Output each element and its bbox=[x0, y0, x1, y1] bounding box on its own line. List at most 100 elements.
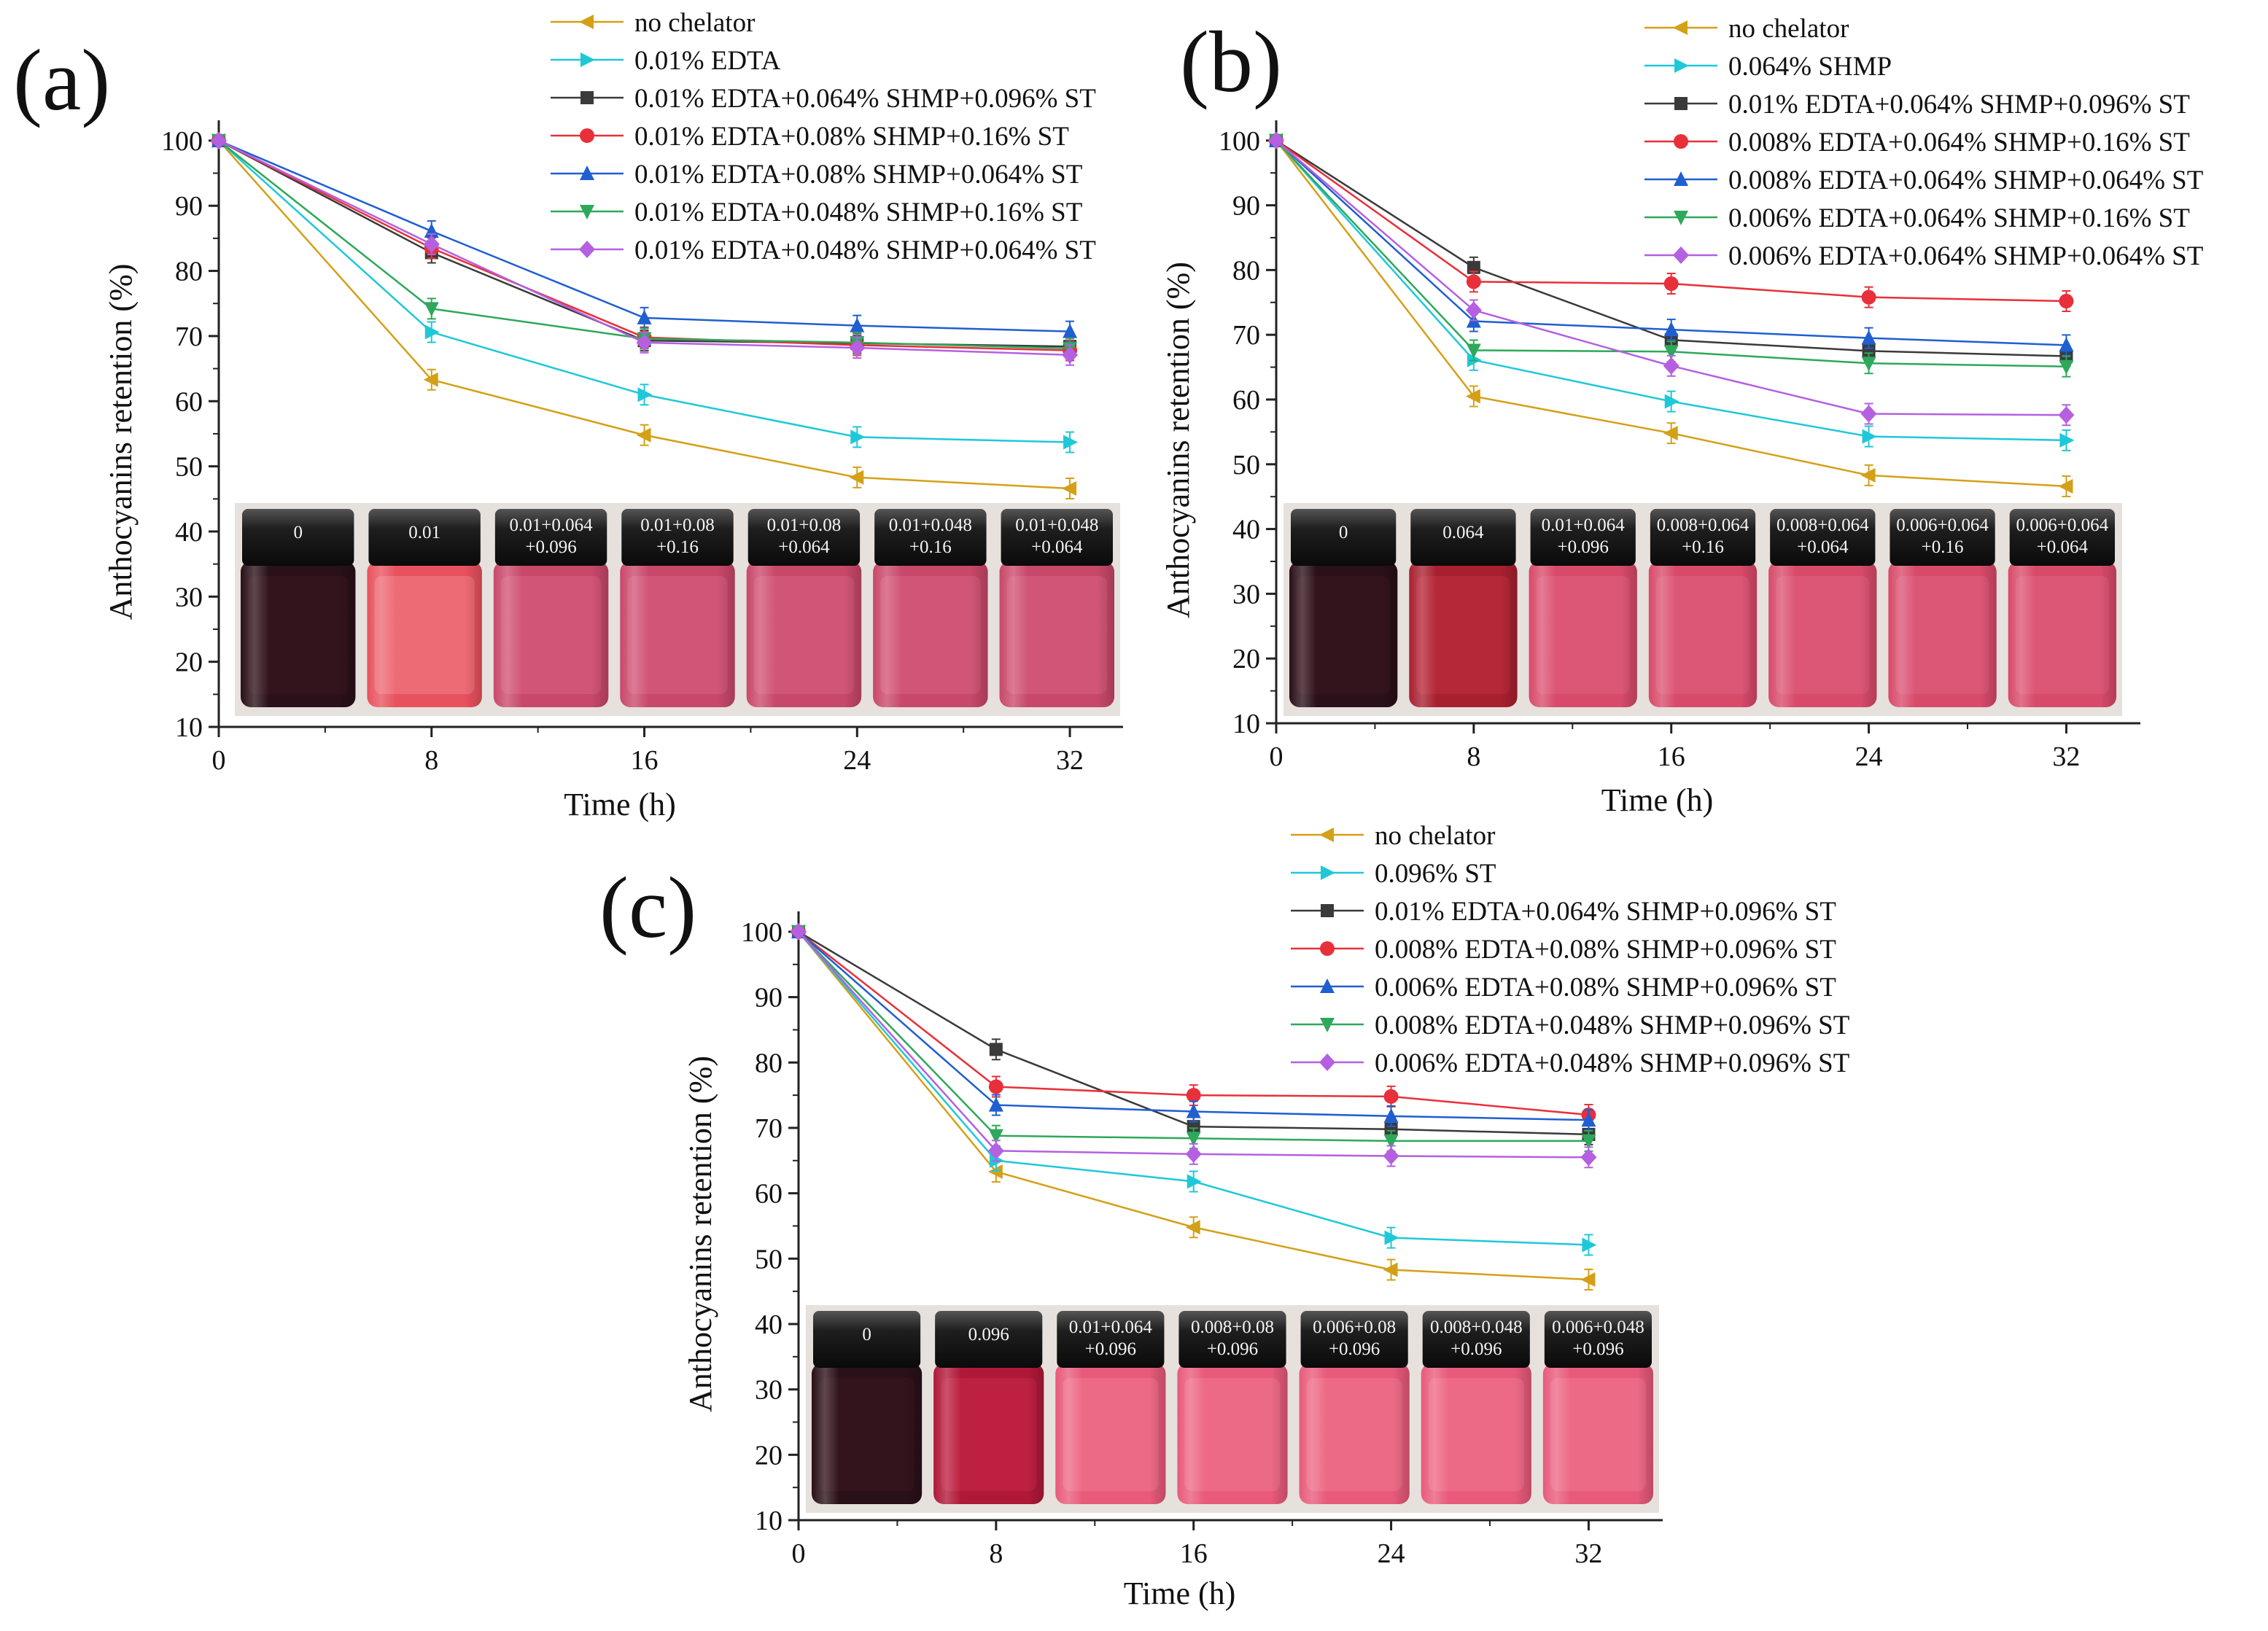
legend-entry: no chelator bbox=[1291, 821, 1495, 851]
legend-entry: no chelator bbox=[1644, 14, 1849, 44]
legend-label: 0.01% EDTA+0.064% SHMP+0.096% ST bbox=[1375, 897, 1836, 927]
series bbox=[212, 133, 1079, 454]
data-point bbox=[2059, 293, 2074, 308]
vial: 0.008+0.064+0.064 bbox=[1768, 509, 1877, 707]
x-tick-label: 32 bbox=[1056, 745, 1084, 776]
legend-marker bbox=[580, 128, 594, 143]
legend-marker bbox=[1674, 134, 1688, 149]
vial-cap-label: 0.006+0.064 bbox=[1896, 515, 1989, 535]
vial-cap-label: 0.01+0.064 bbox=[1542, 515, 1626, 535]
panel-label: (c) bbox=[599, 859, 696, 956]
x-axis-label: Time (h) bbox=[1601, 782, 1714, 818]
y-tick-label: 90 bbox=[1232, 191, 1260, 222]
data-point bbox=[1860, 405, 1877, 423]
vial-cap-label: 0.006+0.064 bbox=[2016, 515, 2109, 535]
y-tick-label: 30 bbox=[1232, 579, 1260, 610]
y-tick-label: 50 bbox=[175, 452, 203, 483]
data-point bbox=[1186, 1088, 1201, 1103]
data-point bbox=[850, 317, 865, 332]
data-point bbox=[1466, 343, 1481, 359]
legend-entry: 0.008% EDTA+0.064% SHMP+0.064% ST bbox=[1644, 166, 2203, 195]
y-tick-label: 10 bbox=[175, 712, 203, 743]
legend-entry: 0.008% EDTA+0.08% SHMP+0.096% ST bbox=[1291, 935, 1836, 965]
vial-cap-label: 0.006+0.08 bbox=[1313, 1317, 1396, 1337]
legend-marker bbox=[1674, 58, 1689, 73]
data-point bbox=[1465, 301, 1482, 319]
data-point bbox=[989, 1043, 1003, 1056]
data-point bbox=[1186, 1103, 1201, 1118]
vial: 0.01+0.064+0.096 bbox=[1529, 509, 1637, 707]
legend-label: no chelator bbox=[1375, 821, 1495, 851]
data-point bbox=[211, 131, 227, 149]
vial-cap-label: +0.064 bbox=[1031, 537, 1083, 557]
y-tick-label: 90 bbox=[175, 191, 203, 222]
legend-entry: 0.01% EDTA+0.08% SHMP+0.16% ST bbox=[551, 122, 1069, 152]
x-tick-label: 16 bbox=[631, 745, 659, 776]
x-axis-label: Time (h) bbox=[1124, 1576, 1236, 1611]
data-point bbox=[2059, 337, 2074, 352]
legend-entry: 0.006% EDTA+0.064% SHMP+0.16% ST bbox=[1644, 203, 2190, 233]
x-tick-label: 0 bbox=[212, 745, 226, 776]
legend-entry: 0.064% SHMP bbox=[1644, 52, 1892, 82]
x-tick-label: 24 bbox=[1855, 741, 1883, 772]
x-tick-label: 8 bbox=[1467, 741, 1480, 772]
vial-cap-label: +0.064 bbox=[1797, 537, 1849, 557]
y-axis-label: Anthocyanins retention (%) bbox=[1160, 262, 1196, 618]
x-tick-label: 0 bbox=[792, 1538, 806, 1569]
vial-cap-label: +0.16 bbox=[909, 537, 952, 557]
data-point bbox=[850, 429, 866, 445]
legend-marker bbox=[1673, 246, 1689, 264]
y-tick-label: 60 bbox=[1232, 385, 1260, 416]
y-tick-label: 30 bbox=[175, 582, 203, 612]
y-tick-label: 40 bbox=[175, 517, 203, 548]
series bbox=[1269, 133, 2074, 378]
series bbox=[1268, 131, 2075, 427]
legend-marker bbox=[1674, 97, 1688, 110]
y-tick-label: 10 bbox=[1232, 709, 1260, 739]
data-point bbox=[637, 309, 652, 324]
y-tick-label: 50 bbox=[755, 1244, 782, 1274]
legend-entry: 0.006% EDTA+0.064% SHMP+0.064% ST bbox=[1644, 241, 2203, 271]
legend-entry: 0.006% EDTA+0.048% SHMP+0.096% ST bbox=[1291, 1048, 1849, 1078]
legend-marker bbox=[579, 15, 594, 29]
x-tick-label: 8 bbox=[424, 745, 438, 776]
vial-cap-label: 0 bbox=[1339, 523, 1348, 542]
y-tick-label: 20 bbox=[755, 1440, 782, 1471]
legend-marker bbox=[1320, 941, 1335, 956]
data-point bbox=[1582, 1237, 1597, 1253]
vial: 0 bbox=[241, 509, 356, 707]
data-point bbox=[791, 922, 807, 941]
vial: 0.006+0.048+0.096 bbox=[1542, 1311, 1653, 1504]
data-point bbox=[1186, 1132, 1201, 1147]
legend-label: 0.008% EDTA+0.064% SHMP+0.16% ST bbox=[1728, 128, 2190, 157]
legend-label: 0.01% EDTA+0.048% SHMP+0.064% ST bbox=[634, 235, 1096, 265]
legend-label: 0.01% EDTA+0.048% SHMP+0.16% ST bbox=[634, 198, 1082, 227]
legend-marker bbox=[1321, 865, 1335, 880]
legend-entry: 0.01% EDTA bbox=[551, 46, 781, 76]
y-axis-label: Anthocyanins retention (%) bbox=[683, 1056, 718, 1412]
legend-entry: 0.01% EDTA+0.064% SHMP+0.096% ST bbox=[1644, 90, 2190, 120]
legend-marker bbox=[1673, 20, 1688, 35]
vial-cap-label: +0.096 bbox=[525, 537, 576, 557]
data-point bbox=[1062, 480, 1077, 496]
vial-cap-label: +0.064 bbox=[778, 537, 830, 557]
data-point bbox=[637, 387, 653, 402]
legend-entry: 0.006% EDTA+0.08% SHMP+0.096% ST bbox=[1291, 973, 1836, 1003]
vial-cap-label: 0.008+0.064 bbox=[1657, 515, 1749, 535]
y-tick-label: 70 bbox=[175, 322, 203, 352]
vial-cap-label: 0.008+0.048 bbox=[1430, 1317, 1523, 1337]
data-point bbox=[1187, 1174, 1202, 1189]
vial-photo-inset: 0 0.064 0.01+0.064+0.0960.008+0.064+0.160.… bbox=[1283, 503, 2122, 716]
legend-marker bbox=[1320, 1018, 1335, 1032]
data-point bbox=[1466, 274, 1481, 289]
series bbox=[211, 133, 1077, 499]
legend-entry: 0.01% EDTA+0.064% SHMP+0.096% ST bbox=[551, 84, 1096, 114]
y-tick-label: 70 bbox=[755, 1113, 782, 1144]
legend-label: 0.006% EDTA+0.08% SHMP+0.096% ST bbox=[1375, 973, 1836, 1003]
y-tick-label: 90 bbox=[755, 983, 782, 1013]
data-point bbox=[1580, 1272, 1596, 1287]
legend-marker bbox=[580, 205, 594, 219]
vial: 0.01 bbox=[367, 509, 482, 707]
vial-cap-label: +0.096 bbox=[1450, 1339, 1502, 1359]
vial-photo-inset: 0 0.096 0.01+0.064+0.0960.008+0.08+0.0960.… bbox=[806, 1305, 1659, 1513]
